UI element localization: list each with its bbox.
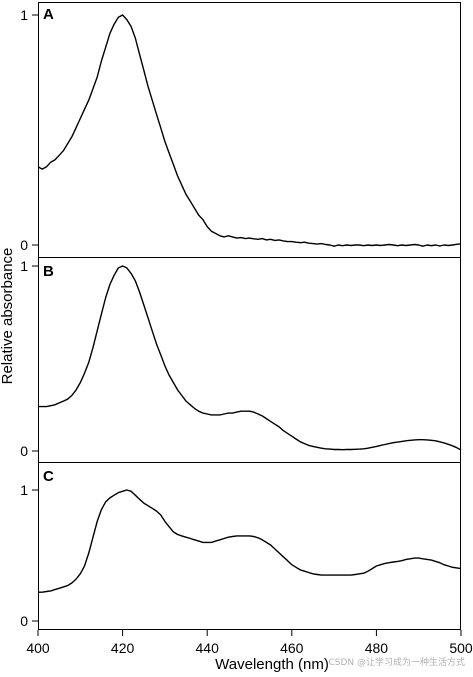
- x-tick-label: 400: [26, 640, 50, 656]
- panel-label-c: C: [43, 468, 54, 485]
- x-tick-label: 480: [365, 640, 389, 656]
- spectra-lines: [37, 14, 462, 593]
- panel-c-ytick-1: 1: [20, 482, 28, 498]
- panel-b-ytick-1: 1: [20, 258, 28, 274]
- panel-a-ytick-0: 0: [20, 237, 28, 253]
- x-tick-label: 420: [111, 640, 135, 656]
- x-tick-label: 460: [280, 640, 304, 656]
- y-ticks: [32, 14, 38, 622]
- spectrum-line-c: [38, 489, 462, 593]
- panel-c-ytick-0: 0: [20, 613, 28, 629]
- spectrum-line-a: [37, 14, 462, 247]
- panel-b-ytick-0: 0: [20, 443, 28, 459]
- x-axis-title: Wavelength (nm): [215, 656, 329, 673]
- x-axis: 400 420 440 460 480 500: [26, 630, 473, 656]
- panel-a-ytick-1: 1: [20, 7, 28, 23]
- panel-label-b: B: [43, 263, 54, 280]
- x-tick-label: 440: [196, 640, 220, 656]
- y-axis-title: Relative absorbance: [0, 248, 16, 385]
- plot-frame: [38, 2, 461, 630]
- x-tick-label: 500: [449, 640, 473, 656]
- spectrum-line-b: [38, 265, 462, 451]
- watermark: CSDN @让学习成为一种生活方式: [328, 658, 465, 668]
- panel-label-a: A: [43, 6, 54, 23]
